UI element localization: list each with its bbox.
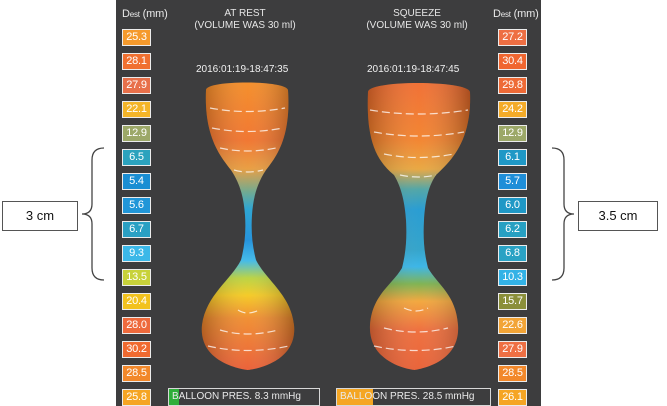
left-length-callout: 3 cm — [2, 201, 78, 231]
left-diameter-cell: 6.5 — [122, 149, 151, 166]
right-diameter-cell: 28.5 — [498, 365, 527, 382]
right-diameter-cell: 27.9 — [498, 341, 527, 358]
right-diameter-cell: 6.0 — [498, 197, 527, 214]
left-diameter-cell: 30.2 — [122, 341, 151, 358]
left-diameter-cell: 28.0 — [122, 317, 151, 334]
left-brace-icon — [81, 147, 105, 281]
at-rest-balloon-profile — [201, 82, 295, 370]
left-diameter-cell: 6.7 — [122, 221, 151, 238]
right-diameter-cell: 5.7 — [498, 173, 527, 190]
right-diameter-cell: 6.2 — [498, 221, 527, 238]
left-diameter-cell: 27.9 — [122, 77, 151, 94]
left-diameter-cell: 20.4 — [122, 293, 151, 310]
left-profile-title: AT REST (VOLUME WAS 30 ml) — [194, 8, 296, 31]
right-balloon-pressure-bar: BALLOON PRES. 28.5 mmHg — [336, 388, 491, 406]
right-diameter-cell: 12.9 — [498, 125, 527, 142]
right-diameter-cell: 22.6 — [498, 317, 527, 334]
right-diameter-cell: 10.3 — [498, 269, 527, 286]
left-diameter-cell: 28.1 — [122, 53, 151, 70]
right-pressure-fill — [337, 389, 373, 405]
right-profile-title: SQUEEZE (VOLUME WAS 30 ml) — [366, 8, 468, 31]
manometry-display-panel: Dest (mm) Dest (mm) 25.3 28.1 27.9 22.1 12.9… — [116, 0, 541, 406]
right-diameter-cell: 26.1 — [498, 389, 527, 406]
left-balloon-pressure-bar: BALLOON PRES. 8.3 mmHg — [168, 388, 320, 406]
squeeze-balloon-profile — [367, 83, 471, 370]
left-diameter-cell: 13.5 — [122, 269, 151, 286]
right-diameter-cell: 27.2 — [498, 29, 527, 46]
left-pressure-fill — [169, 389, 179, 405]
right-timestamp: 2016:01:19-18:47:45 — [367, 64, 460, 75]
left-diameter-cell: 9.3 — [122, 245, 151, 262]
right-diameter-cell: 6.8 — [498, 245, 527, 262]
left-diameter-header: Dest (mm) — [122, 8, 168, 20]
left-diameter-cell: 5.6 — [122, 197, 151, 214]
right-diameter-cell: 29.8 — [498, 77, 527, 94]
right-diameter-cell: 6.1 — [498, 149, 527, 166]
right-diameter-header: Dest (mm) — [493, 8, 539, 20]
right-brace-icon — [551, 147, 575, 281]
left-pressure-label: BALLOON PRES. 8.3 mmHg — [172, 391, 301, 402]
left-diameter-cell: 5.4 — [122, 173, 151, 190]
right-length-callout: 3.5 cm — [578, 201, 658, 231]
left-timestamp: 2016:01:19-18:47:35 — [196, 64, 289, 75]
left-diameter-cell: 25.3 — [122, 29, 151, 46]
right-diameter-cell: 15.7 — [498, 293, 527, 310]
left-diameter-cell: 12.9 — [122, 125, 151, 142]
right-pressure-label: BALLOON PRES. 28.5 mmHg — [340, 391, 475, 402]
left-diameter-cell: 22.1 — [122, 101, 151, 118]
left-diameter-cell: 28.5 — [122, 365, 151, 382]
right-diameter-cell: 30.4 — [498, 53, 527, 70]
left-diameter-cell: 25.8 — [122, 389, 151, 406]
right-diameter-cell: 24.2 — [498, 101, 527, 118]
